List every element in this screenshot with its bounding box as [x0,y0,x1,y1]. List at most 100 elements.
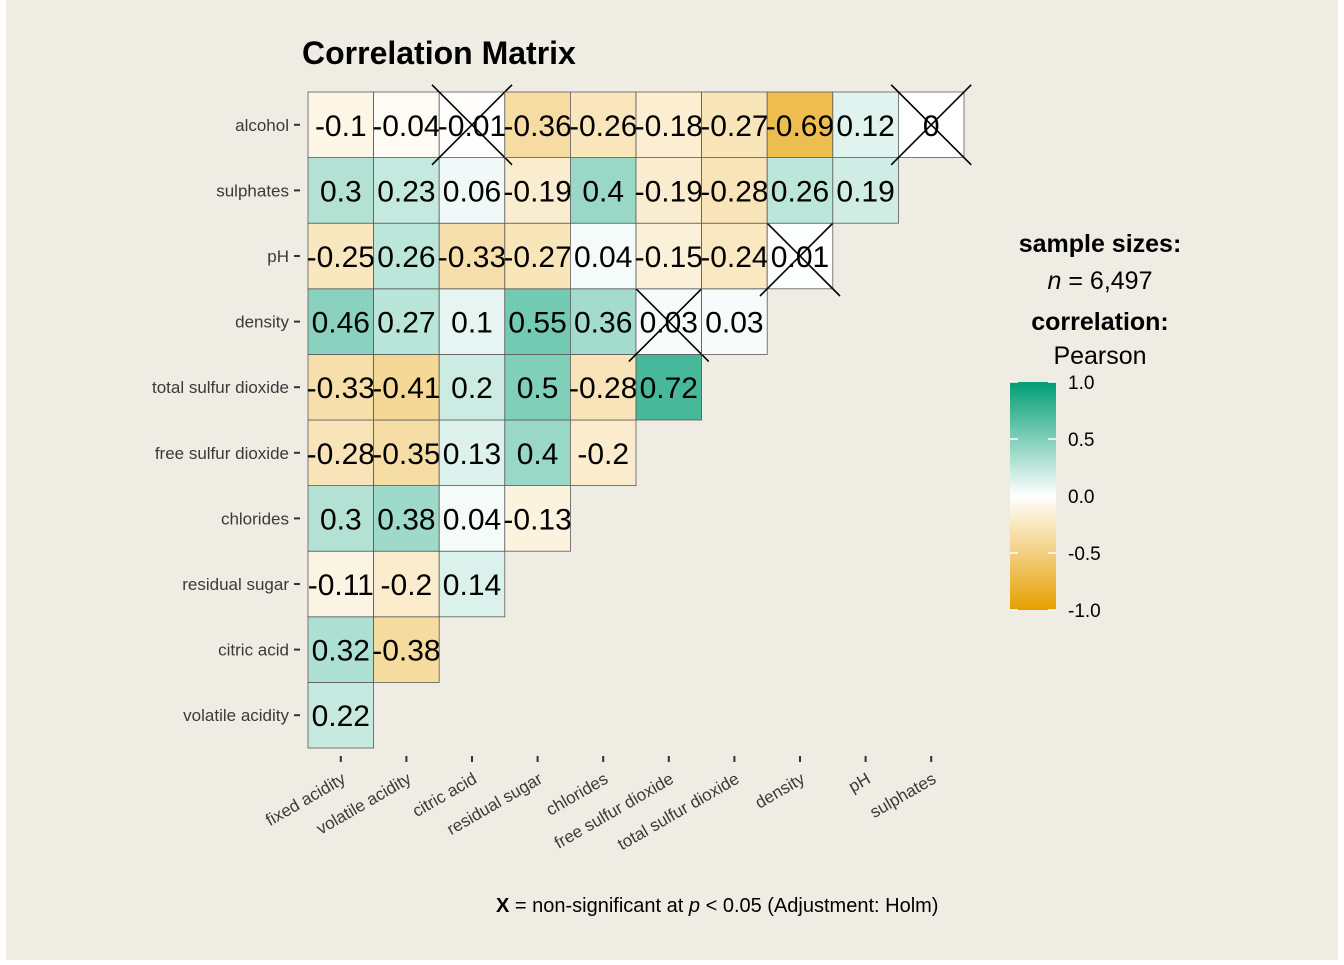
cell-value-label: 0.36 [574,307,632,340]
cell-tile [635,222,702,290]
cell-value-label: 0.46 [312,307,370,340]
legend-tick-label: 0.5 [1068,430,1094,451]
cell-value-label: 0.26 [377,241,435,274]
cell-value-label: -0.28 [307,438,375,471]
cell-value-label: -0.04 [372,110,440,143]
heatmap-cell: -0.26 [569,91,637,158]
y-axis-tick-label: alcohol [235,116,289,135]
heatmap-cell: 0.12 [832,91,899,158]
cell-tile [504,419,571,486]
heatmap-cell: 0.26 [373,222,440,290]
y-axis-tick-label: total sulfur dioxide [152,378,289,397]
heatmap-cell: -0.11 [307,550,374,618]
y-axis-tick-label: free sulfur dioxide [155,444,289,463]
cell-value-label: -0.41 [372,372,440,405]
cell-value-label: 0.3 [320,175,362,208]
cell-value-label: 0.03 [705,307,763,340]
cell-value-label: -0.01 [438,110,506,143]
heatmap-cell: 0.5 [504,353,571,421]
heatmap-cell: -0.33 [438,222,506,290]
cell-tile [307,419,374,486]
cell-tile [766,91,834,158]
y-axis-tick-label: pH [267,247,289,266]
heatmap-cell: -0.1 [307,91,374,158]
cell-tile [766,157,834,224]
cell-value-label: 0.23 [377,175,435,208]
cell-tile [504,157,571,224]
cell-tile [570,157,637,224]
cell-value-label: 0.13 [443,438,501,471]
cell-tile [504,91,571,158]
heatmap-cell: 0.13 [438,419,506,486]
cell-tile [832,91,899,158]
cell-value-label: -0.33 [307,372,375,405]
cell-value-label: 0.01 [771,241,829,274]
cell-value-label: 0.14 [443,569,501,602]
cell-value-label: -0.1 [315,110,367,143]
legend-tick-label: 1.0 [1068,373,1094,394]
cell-value-label: -0.25 [307,241,375,274]
y-axis-labels: volatile acidity citric acid residual suga… [152,116,300,725]
heatmap-cell: 0 [890,84,972,166]
significance-caption: X = non-significant at p < 0.05 (Adjustm… [496,895,938,917]
heatmap-cell: 0.26 [766,157,834,224]
cell-tile [701,288,768,355]
cell-value-label: -0.2 [381,569,433,602]
heatmap-cell: 0.4 [570,157,637,224]
legend-sample-title: sample sizes: [1019,230,1182,258]
heatmap-cell: 0.22 [307,682,374,749]
legend-sample-size: n = 6,497 [1048,267,1153,295]
cell-value-label: 0.06 [443,175,501,208]
heatmap-cell: 0.72 [635,353,702,421]
heatmap-cell: 0.04 [438,485,506,552]
cell-value-label: -0.35 [372,438,440,471]
cell-value-label: -0.19 [635,175,703,208]
heatmap-cell: -0.36 [503,91,572,158]
heatmap-cell: -0.69 [766,91,834,158]
heatmap-cell: 0.38 [373,485,440,552]
cell-value-label: 0.22 [312,700,370,733]
cell-value-label: -0.36 [503,110,571,143]
cell-tile [438,157,506,224]
cell-value-label: 0.72 [640,372,698,405]
heatmap-cell: 0.2 [438,353,506,421]
cell-value-label: -0.27 [503,241,571,274]
cell-value-label: -0.28 [700,175,768,208]
cell-tile [373,485,440,552]
heatmap-cell: -0.41 [372,353,441,421]
cell-tile [307,91,374,158]
heatmap-cell: -0.24 [700,222,769,290]
heatmap-cell: -0.38 [372,616,441,683]
cell-tile [701,222,768,290]
cell-value-label: 0.04 [574,241,632,274]
nonsignificant-cross-line [890,84,972,166]
legend-tick-label: -0.5 [1068,544,1101,565]
cell-value-label: 0.27 [377,307,435,340]
heatmap-cell: 0.01 [759,215,841,297]
cell-tile [307,682,374,749]
heatmap-cell: -0.28 [700,157,769,224]
heatmap-cell: 0.3 [307,157,374,224]
heatmap-cell: -0.15 [635,222,703,290]
heatmap-cell: -0.27 [700,91,769,158]
heatmap-cell: -0.28 [307,419,375,486]
cell-value-label: -0.13 [503,503,571,536]
cell-value-label: 0.12 [836,110,894,143]
heatmap-cell: -0.18 [635,91,703,158]
chart-title: Correlation Matrix [302,35,576,71]
heatmap-cell: 0.4 [504,419,571,486]
heatmap-cell: 0.03 [701,288,768,355]
legend-correlation-title: correlation: [1031,308,1169,336]
cell-value-label: -0.26 [569,110,637,143]
heatmap-cell: 0.19 [832,157,899,224]
cell-value-label: -0.38 [372,635,440,668]
heatmap-cell: 0.32 [307,616,374,683]
heatmap-cell: -0.01 [431,84,513,166]
heatmap-cell: -0.19 [635,157,703,224]
cell-value-label: 0.2 [451,372,493,405]
y-axis-tick-label: chlorides [221,509,289,528]
cell-value-label: -0.19 [503,175,571,208]
cell-tile [373,288,440,355]
